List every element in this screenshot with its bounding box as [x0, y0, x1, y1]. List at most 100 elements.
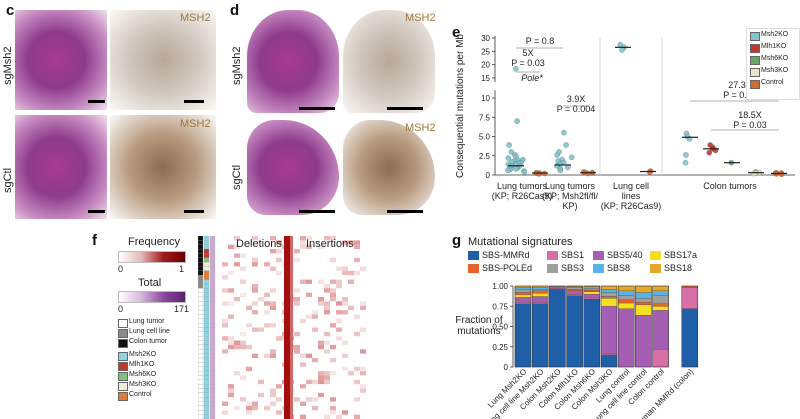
sample-type-cell	[198, 340, 204, 346]
indel-cell	[228, 301, 234, 306]
indel-cell	[360, 366, 366, 372]
genotype-cell	[203, 375, 210, 380]
indel-cell	[252, 262, 258, 267]
indel-cell	[324, 310, 330, 315]
indel-cell	[348, 305, 354, 311]
indel-cell	[264, 262, 270, 267]
indel-cell	[306, 279, 312, 284]
y-tick-label: 0.75	[492, 302, 508, 311]
indel-cell	[270, 388, 276, 393]
genotype-cell	[203, 262, 210, 267]
legend-e: Msh2KO Mlh1KO Msh6KO Msh3KO Control	[746, 28, 800, 100]
indel-cell	[306, 244, 312, 250]
sample-type-cell	[198, 314, 204, 319]
indel-cell	[270, 353, 276, 358]
total-cell	[209, 253, 216, 258]
indel-cell	[300, 236, 306, 241]
indel-cell	[342, 270, 348, 276]
genotype-cell	[203, 349, 210, 354]
legend-label: Msh3KO	[129, 381, 157, 388]
genotype-cell	[203, 292, 210, 298]
genotype-cell	[203, 392, 210, 398]
indel-cell	[330, 292, 336, 297]
genotype-cell	[203, 270, 210, 276]
bar-segment	[514, 302, 532, 304]
indel-cell	[342, 340, 348, 345]
genotype-cell	[203, 275, 210, 280]
scale-bar	[387, 210, 423, 213]
indel-cell	[354, 240, 360, 245]
bar-segment	[635, 302, 652, 305]
indel-cell	[330, 323, 336, 328]
bar-segment	[532, 296, 549, 303]
total-cell	[209, 314, 216, 319]
total-cell	[209, 379, 216, 385]
indel-cell	[324, 288, 330, 293]
indel-cell	[342, 240, 348, 245]
indel-cell	[324, 283, 330, 289]
indel-cell	[312, 397, 318, 402]
indel-heatmap	[198, 236, 366, 419]
bar-segment	[635, 292, 652, 299]
indel-cell	[312, 314, 318, 319]
frequency-min: 0	[118, 264, 124, 274]
total-cell	[209, 336, 216, 341]
bar-segment	[583, 293, 600, 298]
total-cell	[209, 344, 216, 350]
legend-swatch	[118, 362, 128, 371]
indel-cell	[324, 305, 330, 311]
sample-type-cell	[198, 397, 204, 402]
indel-cell	[330, 371, 336, 376]
data-point	[536, 171, 542, 177]
indel-cell	[264, 323, 270, 328]
genotype-cell	[203, 388, 210, 393]
bar-segment	[566, 293, 583, 296]
bar-segment	[652, 303, 669, 307]
scale-bar	[88, 100, 105, 103]
total-cell	[209, 236, 216, 241]
indel-cell	[306, 397, 312, 402]
legend-label: Msh6KO	[129, 371, 157, 378]
genotype-cell	[203, 279, 210, 285]
bar-outline	[514, 285, 532, 368]
indel-cell	[246, 305, 252, 311]
ihc-image-sgmsh2-d	[343, 10, 435, 113]
bar-segment	[652, 295, 669, 304]
indel-cell	[222, 349, 228, 354]
data-point	[619, 47, 625, 53]
total-cell	[209, 414, 216, 419]
indel-cell	[360, 371, 366, 376]
genotype-cell	[203, 353, 210, 359]
indel-cell	[228, 384, 234, 389]
sample-type-cell	[198, 414, 204, 419]
indel-cell	[246, 323, 252, 328]
annotation: 18.5X	[738, 110, 762, 120]
indel-cell	[360, 301, 366, 306]
frequency-max: 1	[179, 264, 185, 274]
frequency-colorbar	[118, 251, 186, 263]
he-image-sgmsh2-c	[15, 10, 107, 110]
indel-cell	[330, 288, 336, 293]
sample-type-cell	[198, 318, 204, 324]
indel-cell	[252, 310, 258, 315]
sample-type-cell	[198, 353, 204, 359]
indel-cell	[240, 292, 246, 297]
sample-type-cell	[198, 292, 204, 298]
bar-segment	[532, 287, 549, 290]
bar-segment	[652, 310, 669, 350]
total-cell	[209, 410, 216, 415]
indel-cell	[360, 327, 366, 332]
indel-cell	[354, 314, 360, 319]
total-cell	[209, 257, 216, 263]
indel-cell	[348, 240, 354, 245]
sample-type-cell	[198, 375, 204, 380]
total-cell	[209, 349, 216, 354]
genotype-cell	[203, 314, 210, 319]
data-point	[584, 170, 591, 177]
genotype-cell	[203, 323, 210, 328]
y-tick-label: 0.25	[492, 343, 508, 352]
bar-segment	[618, 299, 635, 304]
data-point	[706, 149, 712, 156]
indel-cell	[324, 301, 330, 306]
indel-cell	[252, 257, 258, 263]
